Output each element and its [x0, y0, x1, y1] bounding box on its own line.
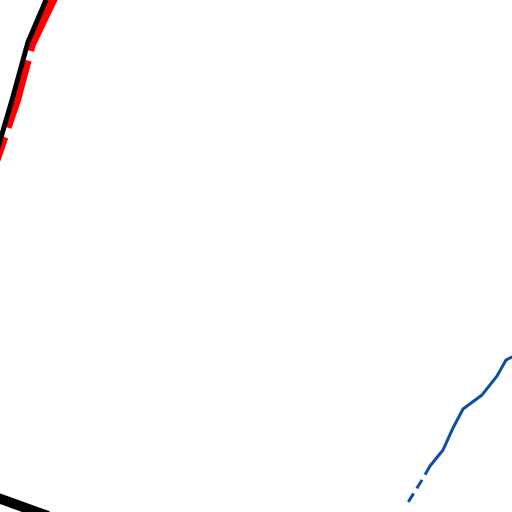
waterway-solid-segment — [428, 355, 512, 468]
waterway-dashed-segment — [405, 465, 432, 505]
railway-upper-left — [0, 0, 58, 163]
railway-black-centerline — [0, 0, 49, 150]
railway-red-dashed-casing — [0, 0, 58, 163]
road-bottom-left — [0, 493, 50, 512]
waterway-right — [405, 355, 512, 505]
